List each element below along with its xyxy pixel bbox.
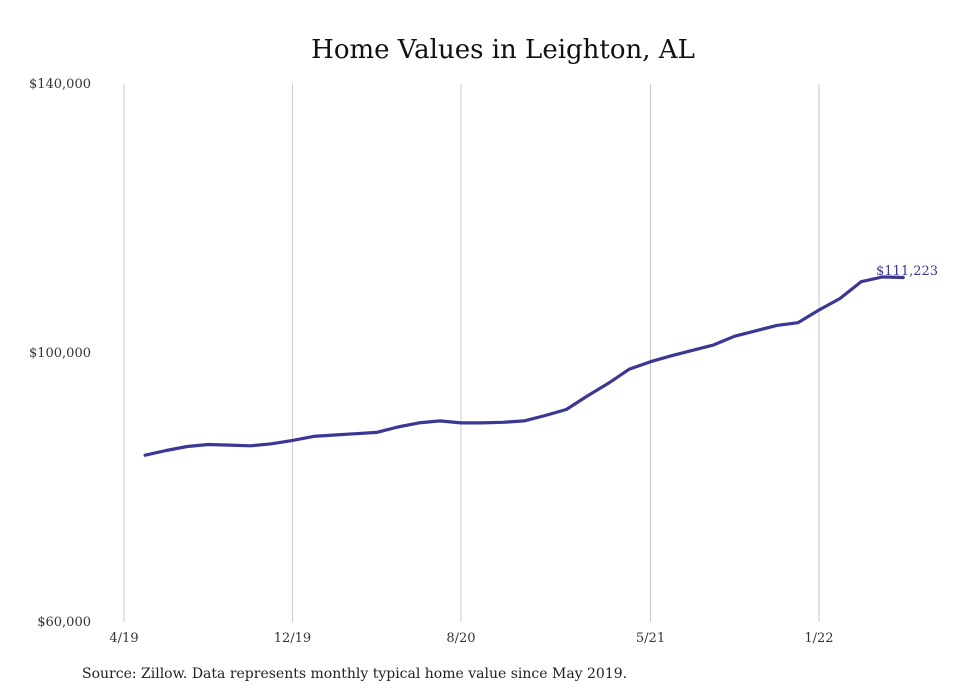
- gridlines: [123, 84, 820, 622]
- x-tick-label: 1/22: [804, 631, 833, 646]
- x-tick-label: 5/21: [636, 631, 665, 646]
- series-line-home-value: [143, 275, 905, 457]
- y-tick-label: $140,000: [29, 77, 91, 92]
- x-tick-label: 4/19: [109, 631, 138, 646]
- x-tick-label: 12/19: [274, 631, 311, 646]
- x-tick-label: 8/20: [446, 631, 475, 646]
- y-tick-label: $100,000: [29, 346, 91, 361]
- chart-title: Home Values in Leighton, AL: [311, 35, 695, 65]
- source-note: Source: Zillow. Data represents monthly …: [82, 666, 628, 682]
- y-tick-label: $60,000: [37, 615, 91, 630]
- y-axis-ticks: $60,000 $100,000 $140,000: [29, 77, 91, 630]
- end-value-label: $111,223: [876, 264, 938, 279]
- x-axis-ticks: 4/19 12/19 8/20 5/21 1/22: [109, 631, 833, 646]
